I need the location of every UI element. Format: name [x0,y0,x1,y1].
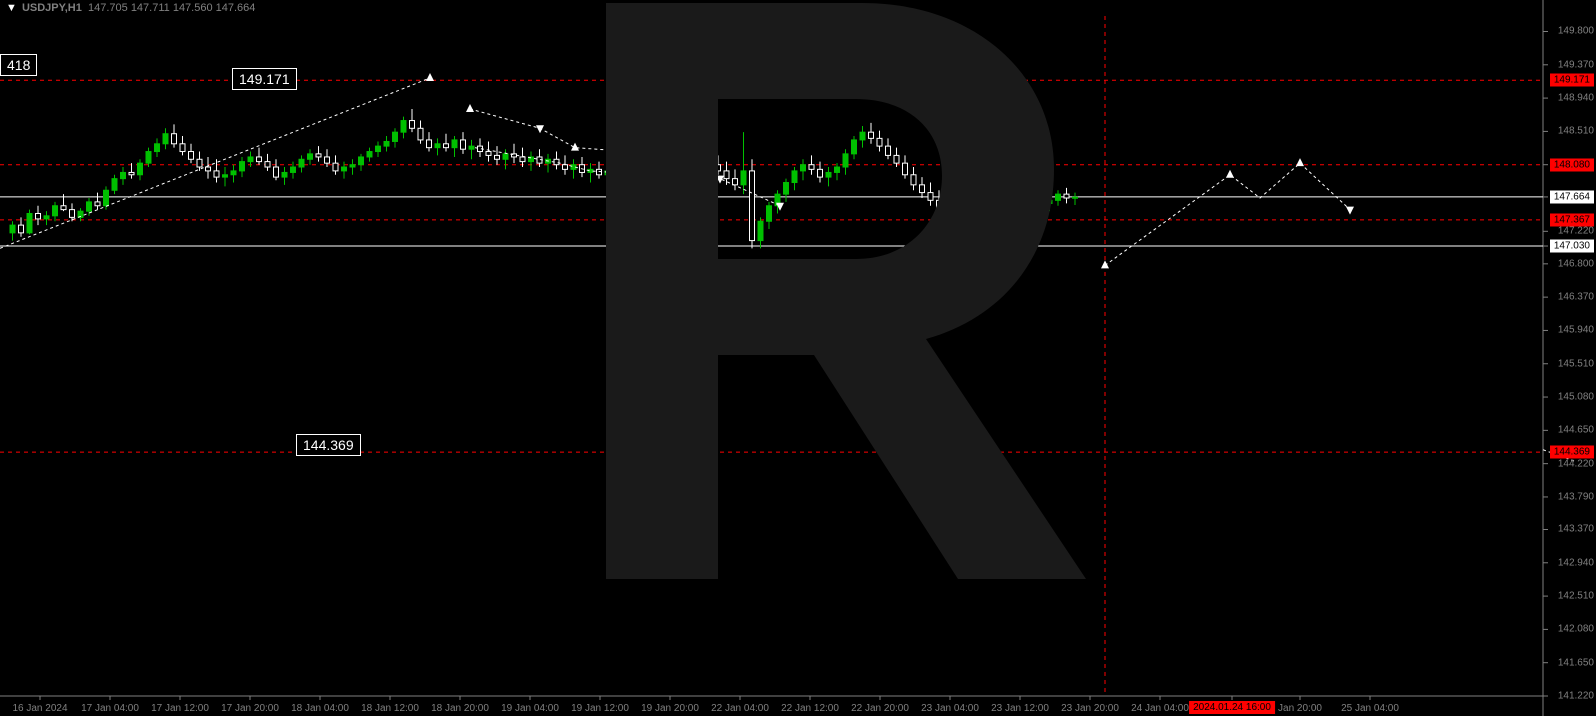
dropdown-triangle-icon: ▼ [6,2,17,14]
x-axis-tick-label: 22 Jan 12:00 [781,703,839,714]
price-level-label: 147.367 [1550,213,1594,226]
y-axis-tick-label: 145.080 [1558,392,1594,403]
x-axis-tick-label: 18 Jan 12:00 [361,703,419,714]
y-axis-tick-label: 146.800 [1558,258,1594,269]
chart-header: ▼ USDJPY,H1 147.705 147.711 147.560 147.… [0,0,261,16]
watermark-logo [478,0,1118,616]
x-axis-tick-label: 18 Jan 20:00 [431,703,489,714]
x-axis-tick-label: 23 Jan 20:00 [1061,703,1119,714]
y-axis-tick-label: 149.370 [1558,59,1594,70]
ohlc-label: 147.705 147.711 147.560 147.664 [88,2,255,14]
x-axis-tick-label: 19 Jan 04:00 [501,703,559,714]
x-axis-tick-label: 19 Jan 20:00 [641,703,699,714]
x-axis-tick-label: 2024.01.24 16:00 [1189,701,1275,714]
x-axis-tick-label: 25 Jan 04:00 [1341,703,1399,714]
y-axis-tick-label: 142.510 [1558,591,1594,602]
y-axis-tick-label: 144.220 [1558,458,1594,469]
y-axis-tick-label: 142.940 [1558,557,1594,568]
y-axis-tick-label: 147.220 [1558,226,1594,237]
y-axis-tick-label: 146.370 [1558,292,1594,303]
x-axis-tick-label: 17 Jan 20:00 [221,703,279,714]
annotation-text-box[interactable]: 144.369 [296,434,361,456]
y-axis-tick-label: 148.510 [1558,126,1594,137]
y-axis-tick-label: 144.650 [1558,425,1594,436]
x-axis-tick-label: 17 Jan 04:00 [81,703,139,714]
y-axis-tick-label: 143.370 [1558,524,1594,535]
y-axis-tick-label: 141.220 [1558,691,1594,702]
y-axis-tick-label: 148.940 [1558,93,1594,104]
x-axis-tick-label: 18 Jan 04:00 [291,703,349,714]
x-axis-tick-label: 19 Jan 12:00 [571,703,629,714]
y-axis-tick-label: 143.790 [1558,491,1594,502]
y-axis-tick-label: 141.650 [1558,657,1594,668]
annotation-text-box[interactable]: 149.171 [232,68,297,90]
y-axis-tick-label: 145.510 [1558,358,1594,369]
x-axis-tick-label: 24 Jan 04:00 [1131,703,1189,714]
x-axis-tick-label: 17 Jan 12:00 [151,703,209,714]
price-level-label: 144.369 [1550,446,1594,459]
y-axis-tick-label: 145.940 [1558,325,1594,336]
x-axis-tick-label: 23 Jan 04:00 [921,703,979,714]
x-axis-tick-label: Jan 20:00 [1278,703,1322,714]
y-axis-tick-label: 142.080 [1558,624,1594,635]
x-axis-tick-label: 16 Jan 2024 [12,703,67,714]
price-level-label: 147.664 [1550,190,1594,203]
x-axis-tick-label: 23 Jan 12:00 [991,703,1049,714]
y-axis-tick-label: 149.800 [1558,26,1594,37]
x-axis-tick-label: 22 Jan 20:00 [851,703,909,714]
price-level-label: 149.171 [1550,74,1594,87]
price-level-label: 148.080 [1550,158,1594,171]
chart-container[interactable]: ▼ USDJPY,H1 147.705 147.711 147.560 147.… [0,0,1596,716]
price-level-label: 147.030 [1550,240,1594,253]
annotation-text-box[interactable]: 418 [0,54,37,76]
x-axis-tick-label: 22 Jan 04:00 [711,703,769,714]
symbol-label: USDJPY,H1 [22,2,82,14]
